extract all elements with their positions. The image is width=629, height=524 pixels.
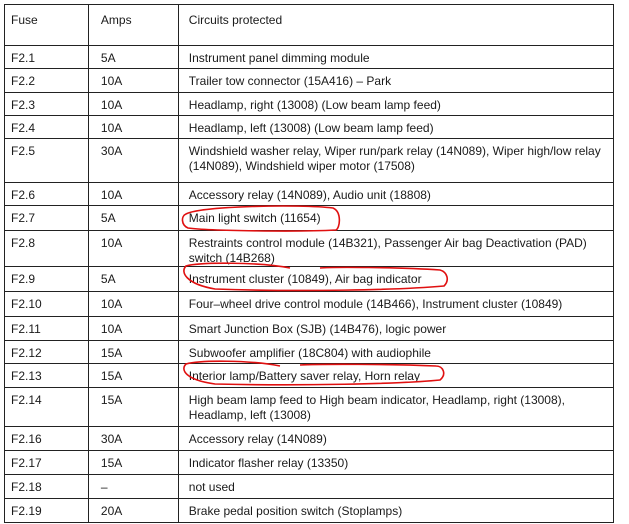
fuse-cell: F2.13 [4, 363, 89, 388]
amps-cell: 5A [87, 205, 179, 231]
amps-cell: 15A [87, 450, 179, 475]
circuits-cell: Four–wheel drive control module (14B466)… [177, 291, 615, 317]
table-row: F2.4 10A Headlamp, left (13008) (Low beam … [4, 115, 615, 139]
amps-cell: 5A [87, 45, 179, 69]
fuse-cell: F2.2 [4, 68, 89, 93]
fuse-cell: F2.19 [4, 498, 89, 523]
fuse-cell: F2.12 [4, 340, 89, 364]
table-row: F2.10 10A Four–wheel drive control module … [4, 291, 615, 317]
circuits-cell: Indicator flasher relay (13350) [177, 450, 615, 475]
header-circuits: Circuits protected [177, 4, 615, 46]
fuse-cell: F2.4 [4, 115, 89, 139]
amps-cell: 10A [87, 316, 179, 341]
table-row: F2.12 15A Subwoofer amplifier (18C804) wit… [4, 340, 615, 364]
table-row: F2.2 10A Trailer tow connector (15A416) – … [4, 68, 615, 93]
table-row: F2.13 15A Interior lamp/Battery saver rela… [4, 363, 615, 388]
circuits-cell: Windshield washer relay, Wiper run/park … [177, 138, 615, 183]
amps-cell: 15A [87, 363, 179, 388]
fuse-cell: F2.6 [4, 182, 89, 206]
fuse-cell: F2.8 [4, 230, 89, 267]
circuits-cell: Main light switch (11654) [177, 205, 615, 231]
amps-cell: 10A [87, 92, 179, 116]
amps-cell: – [87, 474, 179, 499]
table-row: F2.6 10A Accessory relay (14N089), Audio u… [4, 182, 615, 206]
amps-cell: 10A [87, 68, 179, 93]
table-row: F2.19 20A Brake pedal position switch (Sto… [4, 498, 615, 523]
header-row: Fuse Amps Circuits protected [4, 4, 615, 46]
fuse-cell: F2.9 [4, 266, 89, 292]
amps-cell: 5A [87, 266, 179, 292]
fuse-cell: F2.11 [4, 316, 89, 341]
amps-cell: 10A [87, 182, 179, 206]
circuits-cell: Interior lamp/Battery saver relay, Horn … [177, 363, 615, 388]
circuits-cell: Subwoofer amplifier (18C804) with audiop… [177, 340, 615, 364]
circuits-cell: Instrument cluster (10849), Air bag indi… [177, 266, 615, 292]
fuse-cell: F2.16 [4, 426, 89, 451]
circuits-cell: Headlamp, right (13008) (Low beam lamp f… [177, 92, 615, 116]
table-row: F2.3 10A Headlamp, right (13008) (Low beam… [4, 92, 615, 116]
circuits-cell: High beam lamp feed to High beam indicat… [177, 387, 615, 427]
fuse-cell: F2.14 [4, 387, 89, 427]
amps-cell: 20A [87, 498, 179, 523]
amps-cell: 10A [87, 115, 179, 139]
fuse-cell: F2.10 [4, 291, 89, 317]
fuse-cell: F2.18 [4, 474, 89, 499]
fuse-cell: F2.17 [4, 450, 89, 475]
circuits-cell: Accessory relay (14N089), Audio unit (18… [177, 182, 615, 206]
circuits-cell: Brake pedal position switch (Stoplamps) [177, 498, 615, 523]
table-row: F2.16 30A Accessory relay (14N089) [4, 426, 615, 451]
table-row: F2.9 5A Instrument cluster (10849), Air ba… [4, 266, 615, 292]
header-fuse: Fuse [4, 4, 89, 46]
circuits-cell: Accessory relay (14N089) [177, 426, 615, 451]
table-row: F2.7 5A Main light switch (11654) [4, 205, 615, 231]
header-amps: Amps [87, 4, 179, 46]
table-row: F2.5 30A Windshield washer relay, Wiper ru… [4, 138, 615, 183]
fuse-cell: F2.1 [4, 45, 89, 69]
amps-cell: 15A [87, 387, 179, 427]
amps-cell: 30A [87, 426, 179, 451]
fuse-cell: F2.3 [4, 92, 89, 116]
circuits-cell: Trailer tow connector (15A416) – Park [177, 68, 615, 93]
table-row: F2.14 15A High beam lamp feed to High beam… [4, 387, 615, 427]
circuits-cell: Instrument panel dimming module [177, 45, 615, 69]
fuse-cell: F2.7 [4, 205, 89, 231]
circuits-cell: not used [177, 474, 615, 499]
table-row: F2.1 5A Instrument panel dimming module [4, 45, 615, 69]
amps-cell: 10A [87, 230, 179, 267]
table-row: F2.17 15A Indicator flasher relay (13350) [4, 450, 615, 475]
circuits-cell: Smart Junction Box (SJB) (14B476), logic… [177, 316, 615, 341]
amps-cell: 10A [87, 291, 179, 317]
circuits-cell: Restraints control module (14B321), Pass… [177, 230, 615, 267]
fuse-table: Fuse Amps Circuits protected F2.1 5A Instr… [4, 4, 615, 523]
table-row: F2.18– not used [4, 474, 615, 499]
amps-cell: 15A [87, 340, 179, 364]
circuits-cell: Headlamp, left (13008) (Low beam lamp fe… [177, 115, 615, 139]
table-row: F2.11 10A Smart Junction Box (SJB) (14B476… [4, 316, 615, 341]
table-row: F2.8 10A Restraints control module (14B321… [4, 230, 615, 267]
fuse-cell: F2.5 [4, 138, 89, 183]
amps-cell: 30A [87, 138, 179, 183]
